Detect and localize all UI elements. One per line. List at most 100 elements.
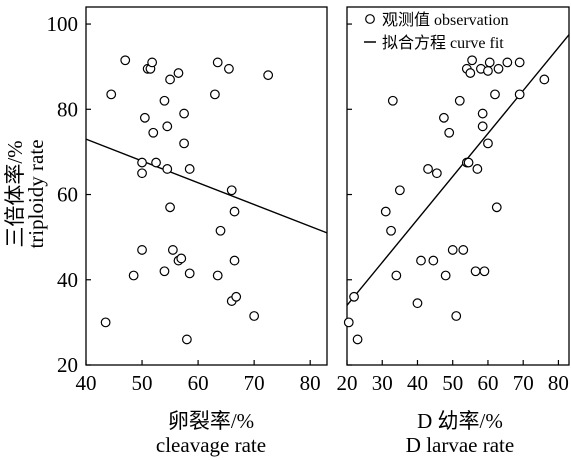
legend-observation-label: 观测值 observation — [382, 11, 509, 29]
left-x-axis-title-en: cleavage rate — [156, 433, 266, 457]
left-data-point — [139, 112, 150, 123]
right-data-point — [391, 270, 402, 281]
left-data-point — [120, 55, 131, 66]
left-x-tick-label: 70 — [244, 371, 265, 395]
right-data-point — [439, 112, 449, 123]
right-data-point — [349, 291, 359, 302]
left-data-point — [229, 255, 240, 266]
right-data-point — [477, 108, 488, 119]
right-data-point — [490, 89, 500, 100]
left-x-axis-title-cn: 卵裂率/% — [168, 409, 254, 433]
right-data-point — [514, 57, 525, 68]
left-data-point — [167, 245, 178, 255]
right-data-point — [483, 138, 493, 149]
right-data-point — [380, 206, 391, 217]
right-data-point — [463, 157, 474, 168]
legend-fit-label: 拟合方程 curve fit — [382, 34, 504, 52]
y-tick-label: 20 — [57, 353, 78, 377]
y-tick-label: 80 — [57, 97, 78, 121]
left-data-point — [137, 157, 147, 168]
right-data-point — [394, 185, 405, 196]
right-data-point — [444, 127, 455, 138]
right-data-point — [440, 270, 451, 281]
right-data-point — [472, 164, 483, 174]
left-data-point — [173, 68, 184, 78]
left-data-point — [212, 57, 223, 68]
right-data-point — [412, 298, 423, 309]
left-x-tick-label: 80 — [300, 371, 321, 395]
right-data-point — [352, 334, 363, 345]
left-data-point — [249, 311, 260, 321]
left-data-point — [162, 121, 173, 132]
legend-observation-marker — [365, 14, 375, 24]
right-x-tick-label: 30 — [372, 371, 393, 395]
left-x-tick-label: 60 — [188, 371, 209, 395]
left-data-point — [151, 157, 161, 168]
left-data-point — [215, 225, 226, 236]
left-data-point — [147, 57, 158, 68]
left-data-point — [184, 164, 195, 174]
right-data-point — [491, 202, 502, 213]
right-x-tick-label: 20 — [337, 371, 358, 395]
right-fit-line — [346, 34, 570, 306]
left-data-point — [263, 70, 274, 81]
right-x-axis-title-cn: D 幼率/% — [417, 409, 503, 433]
left-data-point — [148, 127, 159, 138]
right-panel-frame — [346, 6, 570, 366]
right-data-point — [539, 74, 550, 85]
right-data-point — [423, 164, 433, 174]
left-data-point — [162, 164, 173, 174]
right-x-tick-label: 80 — [548, 371, 569, 395]
y-tick-label: 40 — [57, 268, 78, 292]
left-data-point — [128, 270, 139, 281]
left-data-point — [212, 270, 223, 281]
right-data-point — [483, 66, 493, 76]
y-axis-title-cn: 三倍体率/% — [3, 140, 27, 247]
right-data-point — [428, 255, 439, 266]
right-x-tick-label: 40 — [407, 371, 428, 395]
left-data-point — [165, 74, 175, 85]
left-data-point — [181, 334, 192, 345]
left-data-point — [106, 89, 117, 100]
left-data-point — [159, 266, 170, 277]
left-fit-line — [85, 138, 328, 234]
left-data-point — [176, 253, 187, 264]
y-axis-title-en: triploidy rate — [24, 139, 48, 248]
right-data-point — [343, 317, 354, 328]
left-data-point — [210, 89, 220, 100]
right-panel-plot: 20 30 40 50 60 70 80 — [337, 23, 570, 395]
right-data-point — [479, 266, 490, 277]
left-x-tick-label: 50 — [132, 371, 153, 395]
right-data-point — [470, 266, 481, 277]
right-x-tick-label: 70 — [513, 371, 534, 395]
right-data-point — [454, 95, 465, 106]
right-data-point — [465, 68, 476, 78]
left-data-point — [165, 202, 175, 213]
right-x-axis-title-en: D larvae rate — [406, 433, 514, 457]
right-data-point — [387, 95, 398, 106]
right-x-tick-label: 60 — [477, 371, 498, 395]
left-x-tick-label: 40 — [76, 371, 97, 395]
right-data-point — [416, 255, 426, 266]
left-data-point — [137, 168, 147, 179]
left-data-point — [229, 206, 240, 217]
right-data-point — [467, 55, 477, 66]
left-data-point — [231, 291, 242, 302]
right-data-point — [451, 311, 462, 321]
left-data-point — [184, 268, 195, 279]
left-data-point — [100, 317, 111, 328]
right-data-point — [431, 168, 442, 179]
y-tick-label: 60 — [57, 183, 78, 207]
right-data-point — [477, 121, 488, 132]
left-data-point — [137, 245, 147, 255]
legend: 观测值 observation 拟合方程 curve fit — [364, 11, 509, 52]
right-data-point — [386, 225, 396, 236]
left-data-point — [224, 63, 234, 74]
left-data-point — [179, 138, 189, 149]
left-panel-frame — [85, 6, 328, 366]
right-data-point — [493, 63, 504, 74]
left-data-point — [179, 108, 189, 119]
right-data-point — [447, 245, 458, 255]
